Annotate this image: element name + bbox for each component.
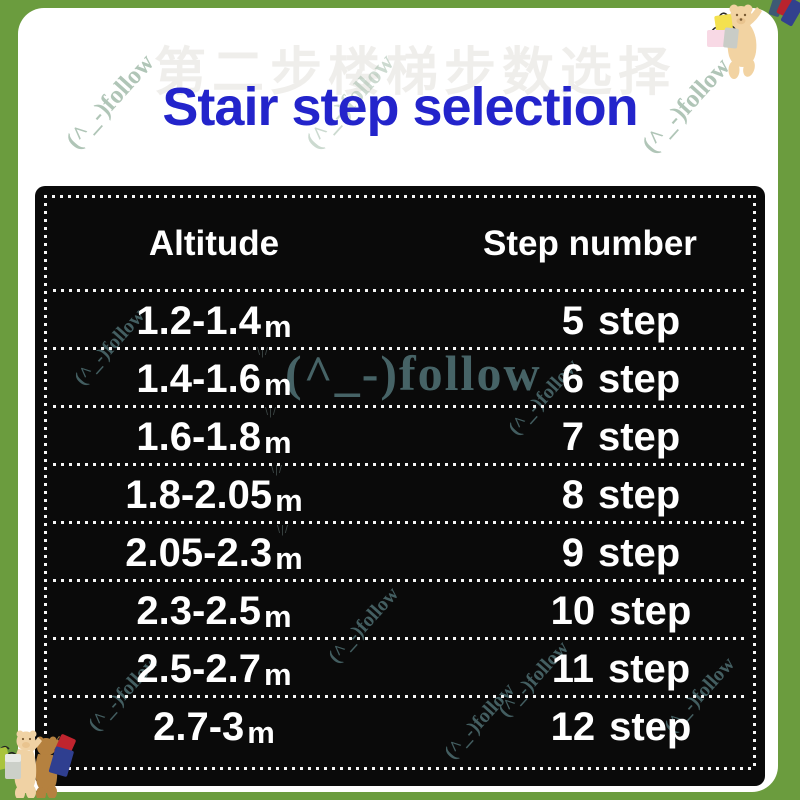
altitude-value: 1.2-1.4 [136,298,261,343]
altitude-value: 1.6-1.8 [136,414,261,459]
row-separator [53,579,747,582]
table-row: 2.7-3m 12 step [49,698,751,756]
altitude-unit: m [263,308,292,344]
sparkle-mark: \|/ [257,346,269,358]
header-step-number: Step number [483,224,697,263]
row-separator [53,405,747,408]
altitude-value: 1.4-1.6 [136,356,261,401]
table-row: 2.5-2.7m 11 step [49,640,751,698]
table-row: 1.2-1.4m 5 step [49,292,751,350]
altitude-value: 1.8-2.05 [125,472,273,517]
table-border-top [44,195,756,198]
row-separator [53,695,747,698]
step-count: 6 [561,356,584,401]
table-border-right [753,195,756,770]
header-altitude: Altitude [148,224,280,263]
altitude-value: 2.3-2.5 [136,588,261,633]
step-label: step [597,472,681,517]
step-count: 8 [561,472,584,517]
table-content: Altitude Step number 1.2-1.4m 5 step 1.4-… [49,196,751,756]
step-label: step [609,588,692,633]
step-count: 10 [550,588,596,633]
ghost-title: 第二步楼梯步数选择 [153,44,676,102]
altitude-unit: m [263,366,292,402]
page-title: Stair step selection [162,77,638,137]
row-separator [53,521,747,524]
step-count: 12 [550,704,596,749]
step-label: step [597,298,681,343]
altitude-value: 2.5-2.7 [136,646,261,691]
step-label: step [597,356,681,401]
step-label: step [597,414,681,459]
step-count: 11 [551,646,594,691]
altitude-unit: m [247,714,275,750]
row-separator [53,463,747,466]
sparkle-mark: \|/ [271,464,283,476]
spec-table: (^_-)follow (^_-)follow (^_-)follow (^_-… [35,186,765,786]
step-label: step [609,704,692,749]
sparkle-mark: \|/ [265,406,277,418]
table-row: 1.4-1.6m 6 step [49,350,751,408]
table-border-bottom [44,767,756,770]
table-row: 2.3-2.5m 10 step [49,582,751,640]
table-row: 1.8-2.05m 8 step [49,466,751,524]
altitude-unit: m [263,598,292,634]
teddy-bears-shopping-icon [0,730,76,798]
table-row: 2.05-2.3m 9 step [49,524,751,582]
step-label: step [597,530,681,575]
row-separator [53,289,747,292]
teddy-bear-shopping-icon [707,0,800,79]
altitude-value: 2.7-3 [153,704,245,749]
altitude-unit: m [263,656,292,692]
step-count: 7 [561,414,584,459]
sparkle-mark: \|/ [277,524,289,536]
altitude-unit: m [275,482,303,518]
step-count: 9 [561,530,584,575]
table-row: 1.6-1.8m 7 step [49,408,751,466]
row-separator [53,347,747,350]
table-header-row: Altitude Step number [49,196,751,292]
altitude-value: 2.05-2.3 [125,530,273,575]
altitude-unit: m [275,540,303,576]
step-label: step [607,646,691,691]
step-count: 5 [561,298,584,343]
row-separator [53,637,747,640]
table-border-left [44,195,47,770]
altitude-unit: m [263,424,292,460]
